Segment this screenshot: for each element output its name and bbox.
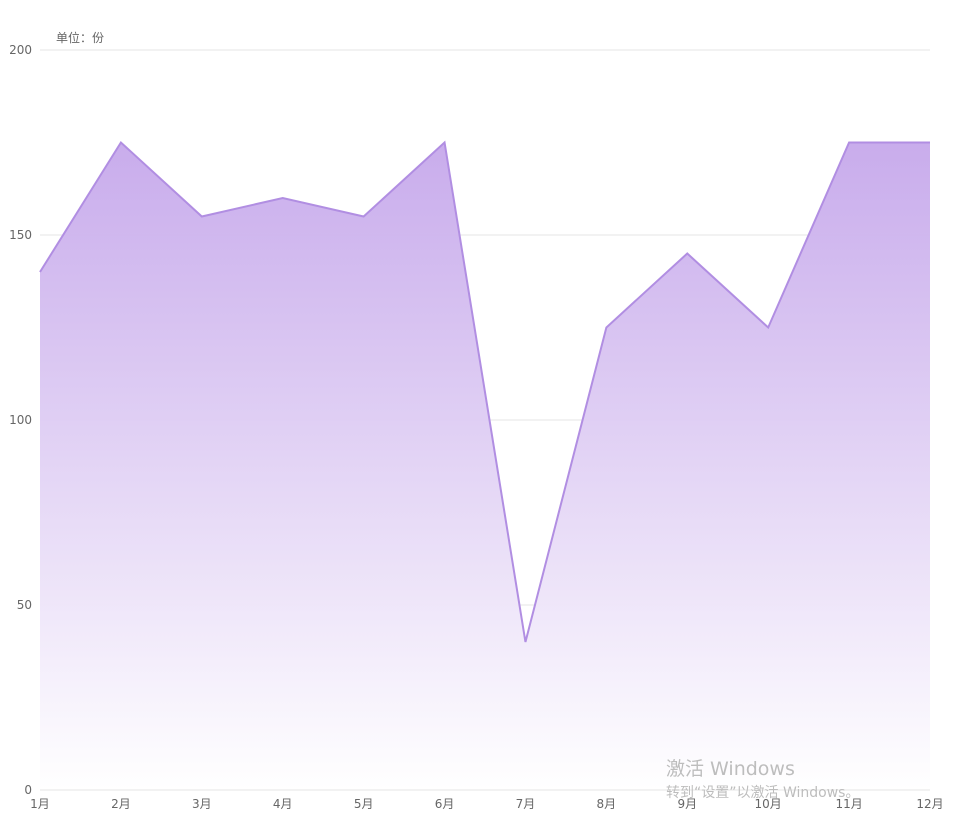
- data-point[interactable]: [523, 640, 527, 644]
- data-point[interactable]: [604, 326, 608, 330]
- y-tick-label: 200: [9, 43, 32, 57]
- x-tick-label: 4月: [273, 797, 293, 811]
- y-tick-label: 100: [9, 413, 32, 427]
- y-axis: 0 50 100 150 200: [9, 43, 32, 797]
- x-tick-label: 3月: [192, 797, 212, 811]
- x-tick-label: 8月: [597, 797, 617, 811]
- x-tick-label: 6月: [435, 797, 455, 811]
- x-tick-label: 1月: [30, 797, 50, 811]
- data-point[interactable]: [200, 215, 204, 219]
- area-series: [38, 140, 932, 790]
- data-point[interactable]: [443, 141, 447, 145]
- x-tick-label: 7月: [516, 797, 536, 811]
- y-tick-label: 50: [17, 598, 32, 612]
- x-tick-label: 10月: [755, 797, 782, 811]
- x-tick-label: 2月: [111, 797, 131, 811]
- data-point[interactable]: [766, 326, 770, 330]
- data-point[interactable]: [685, 252, 689, 256]
- unit-label: 单位：份: [56, 30, 104, 45]
- data-point[interactable]: [38, 270, 42, 274]
- x-axis: 1月 2月 3月 4月 5月 6月 7月 8月 9月 10月 11月 12月: [30, 789, 944, 811]
- data-point[interactable]: [928, 141, 932, 145]
- x-tick-label: 9月: [677, 797, 697, 811]
- series-area-fill: [40, 142, 930, 790]
- data-point[interactable]: [281, 196, 285, 200]
- x-tick-label: 11月: [835, 797, 862, 811]
- x-tick-label: 5月: [354, 797, 374, 811]
- data-point[interactable]: [119, 141, 123, 145]
- x-tick-label: 12月: [916, 797, 943, 811]
- data-point[interactable]: [847, 141, 851, 145]
- data-point[interactable]: [362, 215, 366, 219]
- y-tick-label: 150: [9, 228, 32, 242]
- y-tick-label: 0: [24, 783, 32, 797]
- series-line: [39, 140, 930, 643]
